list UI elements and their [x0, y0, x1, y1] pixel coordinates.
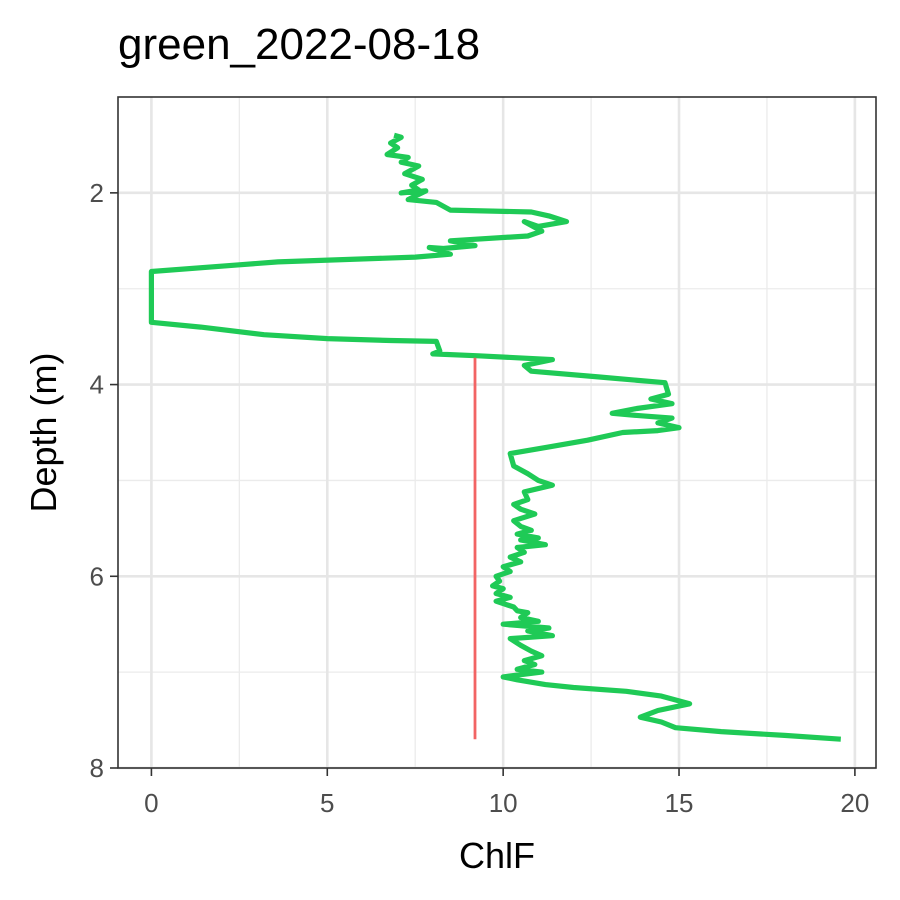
- plot-panel: [118, 97, 876, 768]
- y-tick-label: 4: [90, 370, 104, 400]
- y-tick-label: 2: [90, 178, 104, 208]
- axis-ticks: 0 5 10 15 20 2 4 6 8: [90, 178, 870, 818]
- plot-border: [117, 96, 877, 769]
- x-tick-label: 20: [840, 788, 869, 818]
- chlf-profile-line: [148, 132, 841, 742]
- x-axis-title: ChlF: [459, 835, 535, 876]
- series-layer: [148, 132, 841, 742]
- y-axis-title: Depth (m): [23, 352, 64, 512]
- y-tick-label: 8: [90, 753, 104, 783]
- chart-title: green_2022-08-18: [118, 20, 481, 69]
- y-tick-label: 6: [90, 561, 104, 591]
- x-tick-label: 0: [144, 788, 158, 818]
- x-tick-label: 15: [665, 788, 694, 818]
- x-tick-label: 10: [489, 788, 518, 818]
- x-tick-label: 5: [320, 788, 334, 818]
